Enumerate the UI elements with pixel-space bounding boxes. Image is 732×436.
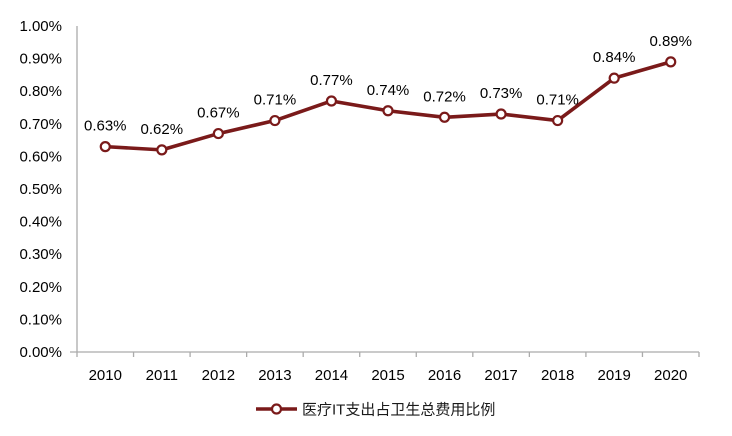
data-point-label: 0.71% xyxy=(536,92,579,109)
data-point-label: 0.63% xyxy=(84,118,127,135)
x-tick-label: 2016 xyxy=(428,367,461,384)
x-tick-label: 2015 xyxy=(371,367,404,384)
x-tick-label: 2017 xyxy=(484,367,517,384)
data-point-marker xyxy=(552,114,564,127)
data-point-label: 0.67% xyxy=(197,105,240,122)
x-tick-label: 2013 xyxy=(258,367,291,384)
data-point-label: 0.71% xyxy=(254,92,297,109)
x-tick-label: 2010 xyxy=(89,367,122,384)
y-tick-label: 0.10% xyxy=(19,311,62,328)
legend-marker-icon xyxy=(270,403,283,415)
x-tick-label: 2011 xyxy=(146,367,178,384)
data-point-label: 0.77% xyxy=(310,72,353,89)
y-tick-label: 0.30% xyxy=(19,246,62,263)
data-point-marker xyxy=(665,56,677,68)
x-tick-label: 2012 xyxy=(202,367,235,384)
legend-label: 医疗IT支出占卫生总费用比例 xyxy=(302,402,495,419)
y-tick-label: 0.50% xyxy=(19,181,62,198)
y-tick-label: 0.60% xyxy=(19,148,62,165)
data-point-label: 0.72% xyxy=(423,88,466,105)
y-tick-label: 0.70% xyxy=(19,116,62,133)
data-point-marker xyxy=(608,72,620,84)
data-point-marker xyxy=(325,95,338,107)
y-tick-label: 0.90% xyxy=(19,51,62,68)
data-point-label: 0.89% xyxy=(649,33,692,50)
y-tick-label: 0.00% xyxy=(19,344,62,361)
data-point-label: 0.62% xyxy=(141,121,184,138)
data-point-marker xyxy=(382,105,394,117)
x-tick-label: 2018 xyxy=(541,367,574,384)
y-tick-label: 0.20% xyxy=(19,279,62,296)
data-point-marker xyxy=(212,127,224,140)
x-tick-label: 2014 xyxy=(315,367,348,384)
data-point-label: 0.73% xyxy=(480,85,523,102)
data-point-marker xyxy=(495,108,507,120)
data-point-marker xyxy=(99,141,111,153)
x-tick-label: 2019 xyxy=(597,367,630,384)
data-point-marker xyxy=(269,114,281,127)
data-point-marker xyxy=(438,111,451,123)
data-point-label: 0.74% xyxy=(367,82,410,99)
data-point-label: 0.84% xyxy=(593,49,636,66)
data-point-marker xyxy=(156,144,168,156)
y-tick-label: 0.80% xyxy=(19,83,62,100)
x-tick-label: 2020 xyxy=(654,367,687,384)
y-tick-label: 1.00% xyxy=(19,18,62,35)
y-tick-label: 0.40% xyxy=(19,214,62,231)
